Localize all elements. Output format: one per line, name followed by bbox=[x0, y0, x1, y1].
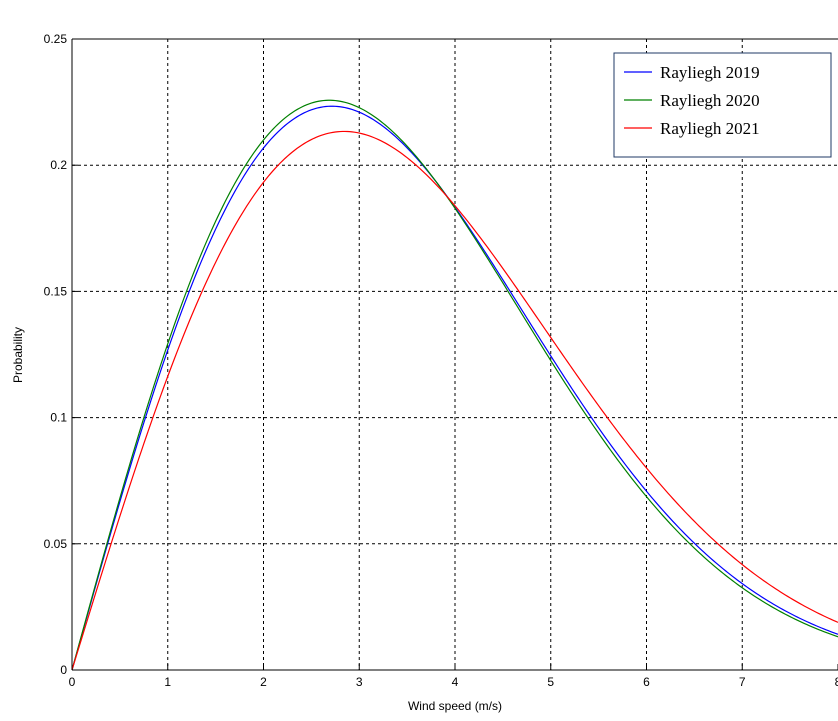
legend-label-3: Rayliegh 2021 bbox=[660, 119, 760, 138]
legend-label-1: Rayliegh 2019 bbox=[660, 63, 760, 82]
y-axis-label: Probability bbox=[11, 327, 25, 383]
x-ticks: 0 1 2 3 4 5 6 7 8 bbox=[69, 664, 838, 689]
x-tick-label: 7 bbox=[739, 675, 746, 689]
y-tick-label: 0.1 bbox=[50, 411, 67, 425]
y-tick-label: 0.05 bbox=[44, 537, 68, 551]
legend: Rayliegh 2019 Rayliegh 2020 Rayliegh 2021 bbox=[613, 52, 832, 158]
y-tick-label: 0.2 bbox=[50, 158, 67, 172]
x-tick-label: 5 bbox=[547, 675, 554, 689]
y-tick-label: 0.15 bbox=[44, 284, 68, 298]
x-axis-label: Wind speed (m/s) bbox=[408, 699, 502, 713]
x-tick-label: 3 bbox=[356, 675, 363, 689]
y-tick-label: 0 bbox=[60, 663, 67, 677]
x-tick-label: 8 bbox=[835, 675, 838, 689]
x-tick-label: 6 bbox=[643, 675, 650, 689]
y-tick-label: 0.25 bbox=[44, 32, 68, 46]
series-layer bbox=[71, 99, 838, 671]
x-tick-label: 0 bbox=[69, 675, 76, 689]
legend-items: Rayliegh 2019 Rayliegh 2020 Rayliegh 2021 bbox=[624, 63, 760, 138]
legend-label-2: Rayliegh 2020 bbox=[660, 91, 760, 110]
grid bbox=[72, 39, 838, 670]
x-tick-label: 4 bbox=[452, 675, 459, 689]
series-line-3 bbox=[71, 130, 838, 671]
legend-box bbox=[613, 52, 832, 158]
x-tick-label: 1 bbox=[164, 675, 171, 689]
y-ticks: 0 0.05 0.1 0.15 0.2 0.25 bbox=[44, 32, 78, 677]
x-tick-label: 2 bbox=[260, 675, 267, 689]
series-line-2 bbox=[71, 99, 838, 671]
